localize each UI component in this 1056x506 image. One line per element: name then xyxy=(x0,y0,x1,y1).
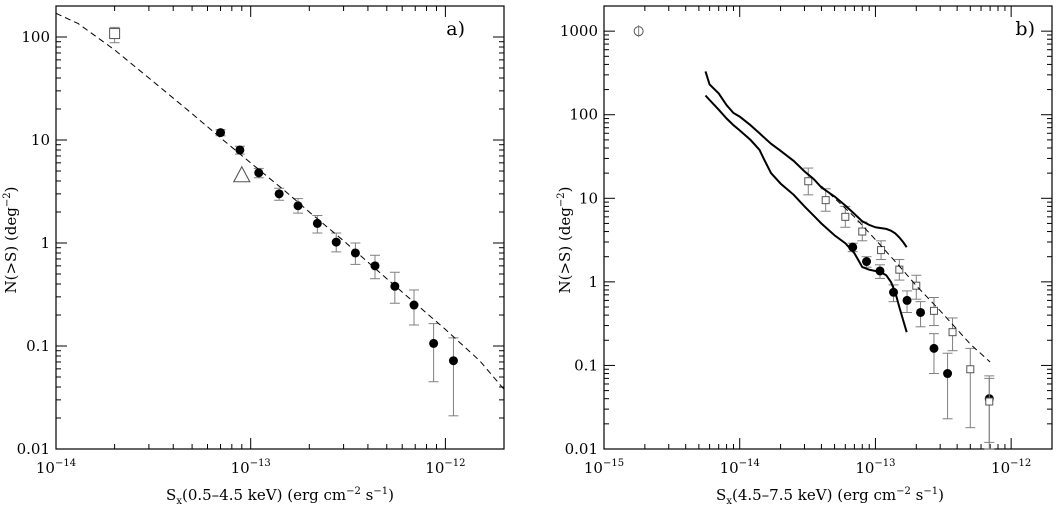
model-dashed-line xyxy=(821,185,991,363)
svg-text:N(>S) (deg−2): N(>S) (deg−2) xyxy=(2,187,20,294)
series-open-triangle xyxy=(232,165,251,183)
series-solid-line xyxy=(704,94,908,333)
data-point xyxy=(985,397,994,406)
panel-a-y-axis-title: N(>S) (deg−2) xyxy=(2,187,20,294)
x-tick-label: 10−12 xyxy=(425,458,465,477)
plot-frame xyxy=(55,5,505,450)
data-point xyxy=(429,338,439,348)
data-point xyxy=(862,257,872,267)
solid-curve xyxy=(704,71,908,248)
svg-text:N(>S) (deg−2): N(>S) (deg−2) xyxy=(556,187,574,294)
panel-a-x-axis-title: Sx(0.5–4.5 keV) (erg cm−2 s−1) xyxy=(166,486,394,506)
data-point xyxy=(274,189,284,199)
y-tick-label: 0.1 xyxy=(26,337,50,355)
x-tick-label: 10−14 xyxy=(720,458,760,477)
y-tick-label: 0.01 xyxy=(17,440,50,458)
data-point xyxy=(895,265,904,274)
y-tick-label: 0.01 xyxy=(565,440,598,458)
data-point xyxy=(858,227,867,236)
svg-text:Sx(4.5–7.5 keV) (erg cm−2 s−1): Sx(4.5–7.5 keV) (erg cm−2 s−1) xyxy=(716,486,944,506)
x-tick-label: 10−13 xyxy=(855,458,895,477)
x-tick-label: 10−13 xyxy=(231,458,271,477)
series-open-circle xyxy=(633,25,644,38)
panel-b-label: b) xyxy=(1015,18,1035,40)
series-solid-line xyxy=(704,71,908,248)
y-tick-label: 100 xyxy=(569,106,598,124)
plot-frame xyxy=(603,5,1053,450)
series-open-square xyxy=(803,167,995,443)
model-dashed-line xyxy=(55,12,505,390)
data-point xyxy=(912,281,921,290)
data-point xyxy=(804,177,813,186)
data-point xyxy=(235,145,245,155)
panel-b: b) N(>S) (deg−2) Sx(4.5–7.5 keV) (erg cm… xyxy=(556,5,1053,506)
data-point xyxy=(254,168,264,178)
series-dashed-line xyxy=(821,185,991,363)
series-open-square xyxy=(109,26,121,44)
panel-b-x-axis-title: Sx(4.5–7.5 keV) (erg cm−2 s−1) xyxy=(716,486,944,506)
y-tick-label: 0.1 xyxy=(574,356,598,374)
y-tick-label: 1000 xyxy=(560,22,598,40)
series-dashed-line xyxy=(55,12,505,390)
data-point xyxy=(929,306,938,315)
data-point xyxy=(448,356,458,366)
data-point xyxy=(109,28,121,40)
data-point xyxy=(916,307,926,317)
minor-ticks xyxy=(604,5,1053,449)
data-point xyxy=(943,369,953,379)
data-point xyxy=(902,295,912,305)
series-filled-circle xyxy=(847,242,995,450)
data-point xyxy=(331,237,341,247)
panel-a-label: a) xyxy=(446,18,465,40)
data-point xyxy=(966,365,975,374)
data-point xyxy=(821,196,830,205)
x-tick-label: 10−14 xyxy=(36,458,76,477)
data-point xyxy=(232,165,251,183)
y-tick-label: 10 xyxy=(31,131,50,149)
data-point xyxy=(293,201,303,211)
panel-a: a) N(>S) (deg−2) Sx(0.5–4.5 keV) (erg cm… xyxy=(2,5,505,506)
data-point xyxy=(948,328,957,337)
x-tick-label: 10−12 xyxy=(991,458,1031,477)
minor-ticks xyxy=(56,5,505,449)
svg-text:Sx(0.5–4.5 keV) (erg cm−2 s−1): Sx(0.5–4.5 keV) (erg cm−2 s−1) xyxy=(166,486,394,506)
y-tick-label: 1 xyxy=(588,273,598,291)
data-point xyxy=(877,246,886,255)
data-point xyxy=(350,248,360,258)
panel-b-y-axis-title: N(>S) (deg−2) xyxy=(556,187,574,294)
y-tick-label: 100 xyxy=(21,28,50,46)
data-point xyxy=(409,300,419,310)
data-point xyxy=(216,128,226,138)
y-tick-label: 10 xyxy=(579,189,598,207)
series-filled-circle xyxy=(215,128,459,417)
solid-curve xyxy=(704,94,908,333)
data-point xyxy=(370,261,380,271)
data-point xyxy=(841,212,850,221)
y-tick-label: 1 xyxy=(40,234,50,252)
data-point xyxy=(929,343,939,353)
data-point xyxy=(312,218,322,228)
x-tick-label: 10−15 xyxy=(584,458,624,477)
